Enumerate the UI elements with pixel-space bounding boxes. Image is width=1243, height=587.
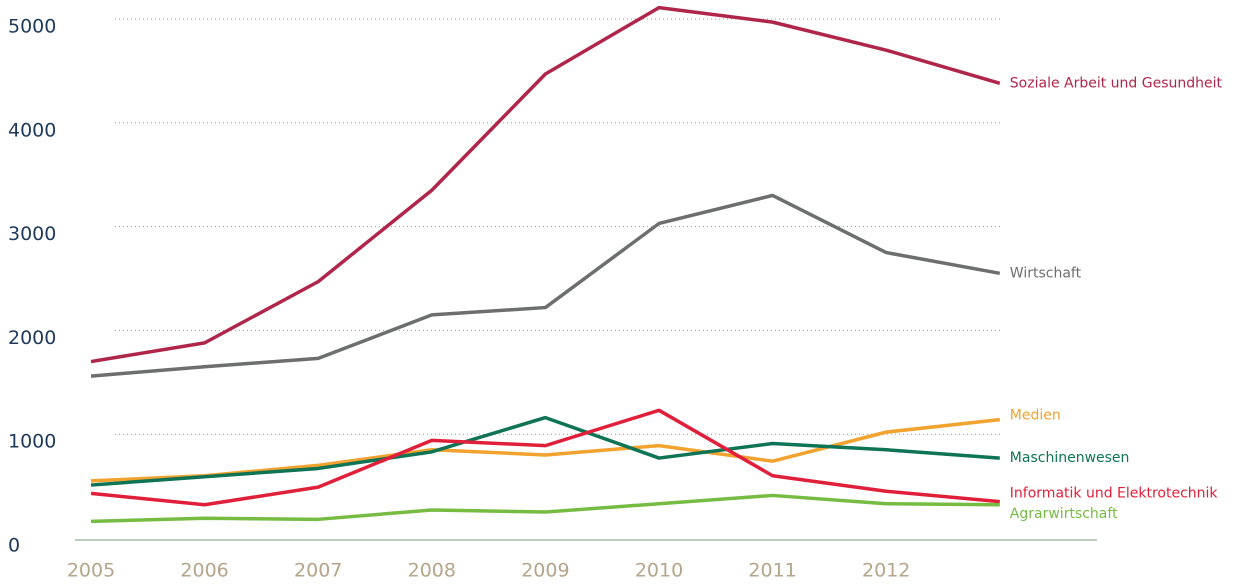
y-tick-label: 5000 xyxy=(8,16,56,38)
x-tick-label: 2007 xyxy=(294,560,342,582)
series-line xyxy=(90,193,1001,378)
x-tick-label: 2005 xyxy=(67,560,115,582)
x-tick-label: 2009 xyxy=(521,560,569,582)
y-tick-label: 3000 xyxy=(8,223,56,245)
series-label: Informatik und Elektrotechnik xyxy=(1010,486,1219,502)
y-tick-label: 2000 xyxy=(8,327,56,349)
y-tick-label: 0 xyxy=(8,535,20,557)
series-label: Agrarwirtschaft xyxy=(1010,506,1118,522)
series-line xyxy=(90,417,1000,483)
x-tick-label: 2012 xyxy=(862,560,910,582)
x-tick-label: 2006 xyxy=(180,560,228,582)
x-tick-label: 2011 xyxy=(748,560,796,582)
series-label: Soziale Arbeit und Gesundheit xyxy=(1010,75,1223,91)
series-line xyxy=(90,493,1000,524)
series-label: Maschinenwesen xyxy=(1010,450,1130,466)
y-tick-label: 4000 xyxy=(8,119,56,141)
series-line xyxy=(90,415,1000,487)
x-tick-label: 2010 xyxy=(635,560,683,582)
series-label: Wirtschaft xyxy=(1010,265,1082,281)
y-tick-label: 1000 xyxy=(8,431,56,453)
x-tick-label: 2008 xyxy=(408,560,456,582)
series-line xyxy=(90,5,1001,364)
series-line xyxy=(90,408,1000,507)
series-label: Medien xyxy=(1010,408,1061,424)
